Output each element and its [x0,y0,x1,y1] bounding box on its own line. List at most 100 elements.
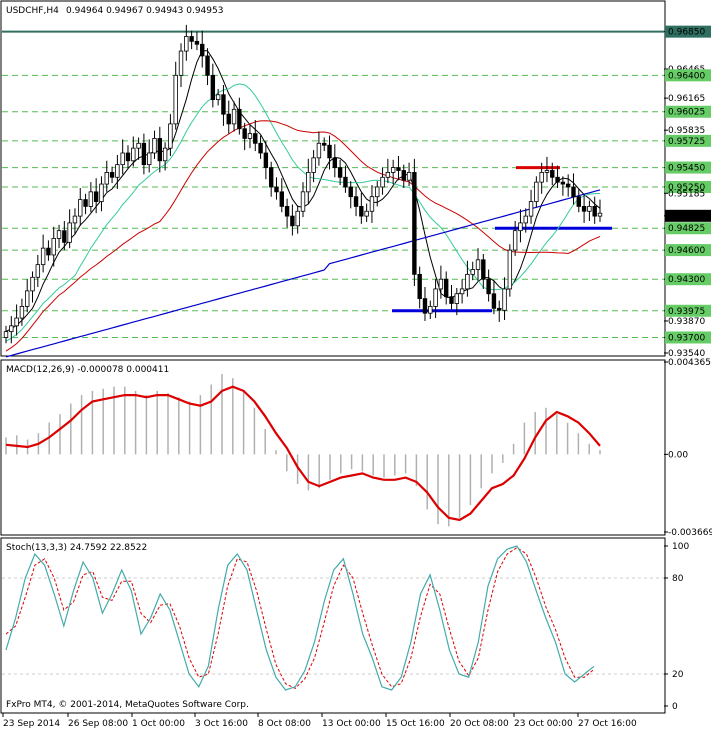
candle-body [359,206,364,217]
price-label: 0.93975 [668,307,705,317]
stoch-signal-path [5,547,595,690]
chart-ohlc: 0.94964 0.94967 0.94943 0.94953 [66,6,223,16]
ma-red-line [5,120,601,352]
candle-body [481,259,486,280]
candle-body [512,230,518,251]
candle-body [544,170,550,173]
candle-body [184,36,189,52]
candle-body [507,249,513,290]
candle-body [247,133,253,139]
candle-body [104,172,109,185]
price-label: 0.95450 [668,164,705,174]
candle-body [221,94,226,115]
candle-body [438,278,444,290]
price-label-box [665,69,711,82]
price-label: 0.96850 [668,28,705,38]
time-label: 3 Oct 16:00 [195,719,248,729]
candle-body [40,247,46,266]
price-label-box [665,180,711,193]
candle-body [523,215,528,224]
price-label-box [665,209,711,222]
candle-body [173,74,178,125]
candle-body [306,172,311,193]
candle-body [475,259,481,270]
macd-histogram [5,373,601,527]
candle-body [518,222,523,232]
candle-body [25,290,30,307]
macd-signal-path [5,385,601,522]
candle-body [555,176,560,183]
candle-body [364,210,369,217]
candle-body [141,142,147,166]
candle-body [390,167,396,173]
candle-body [587,206,592,212]
price-label: 0.93700 [668,333,705,343]
candle-body [274,186,279,193]
price-label-box [665,25,711,38]
price-label-box [665,244,711,257]
candle-body [417,273,422,300]
stoch-axis-label: 20 [672,670,684,680]
candle-body [62,230,67,243]
stoch-axis-label: 100 [672,542,689,552]
candle-body [131,147,136,162]
candle-body [534,181,539,202]
candle-body [189,36,194,42]
price-label: 0.95185 [668,189,705,199]
stoch-axis-label: 80 [672,574,684,584]
candle-body [136,142,141,149]
candle-body [539,172,544,183]
candle-body [385,172,391,178]
candle-body [162,147,168,162]
candle-body [443,278,449,298]
time-axis: 23 Sep 2014 26 Sep 08:00 1 Oct 00:00 3 Oct … [2,713,637,729]
candle-body [99,183,104,202]
time-label: 13 Oct 00:00 [322,719,381,729]
candle-body [454,293,460,304]
candle-body [528,201,534,217]
candle-body [194,40,200,45]
candle-body [215,94,221,101]
candle-body [72,215,78,224]
candle-body [263,152,269,168]
candle-body [401,170,406,181]
price-label: 0.94300 [668,275,705,285]
candle-body [125,152,131,162]
time-label: 8 Oct 08:00 [258,719,311,729]
price-label: 0.93540 [668,349,705,359]
candle-body [168,123,173,149]
candle-body [242,128,247,139]
candle-body [157,138,163,162]
stoch-panel[interactable] [0,537,666,714]
candle-body [152,138,157,154]
price-label-box [665,161,711,174]
price-label: 0.95725 [668,137,705,147]
price-label: 0.94600 [668,246,705,256]
candle-body [3,331,9,338]
candle-body [311,157,316,173]
candle-body [258,142,263,154]
macd-panel[interactable] [0,359,666,536]
candle-body [497,307,502,311]
price-label: 0.93870 [668,317,705,327]
candle-body [19,305,25,319]
candle-body [284,206,290,217]
candle-body [290,215,295,227]
candle-body [428,305,433,314]
candle-body [200,43,205,57]
candle-body [237,108,242,130]
price-label-box [665,105,711,118]
time-label: 23 Oct 00:00 [514,719,573,729]
candle-body [178,50,184,76]
candle-body [592,206,597,217]
candle-body [88,191,94,207]
price-label-box [665,222,711,235]
candle-body [83,199,88,207]
candle-body [67,222,72,243]
copyright-text: FxPro MT4, © 2001-2014, MetaQuotes Softw… [6,700,249,710]
candle-body [353,196,359,207]
price-label-box [665,273,711,286]
candle-body [332,157,338,168]
price-label-box [665,331,711,344]
candle-body [226,113,231,125]
